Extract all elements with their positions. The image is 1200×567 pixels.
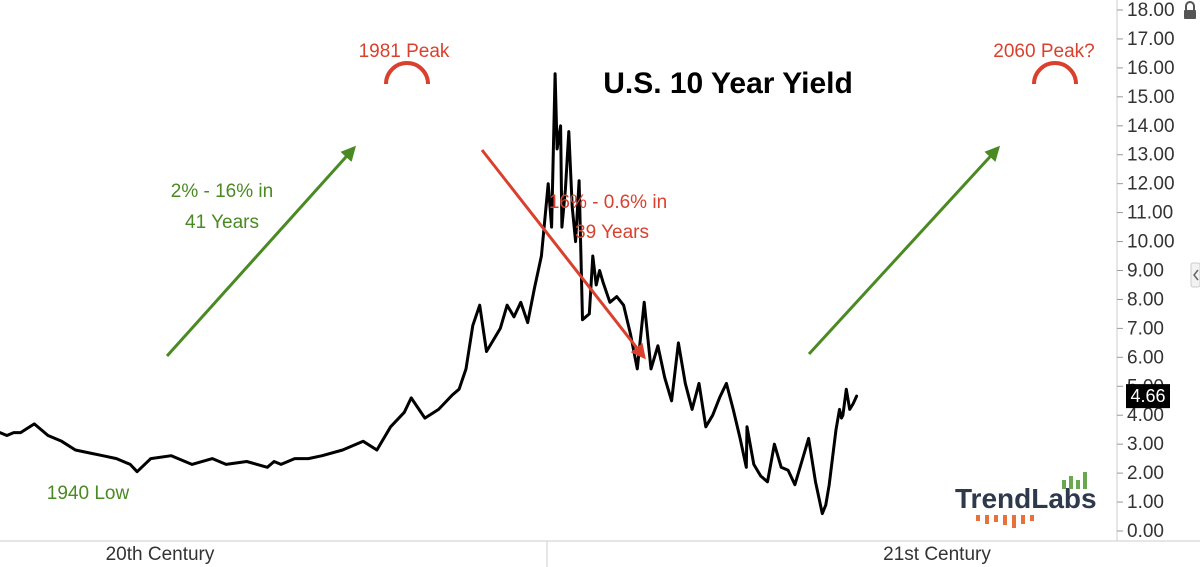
y-tick-label: 6.00 [1127, 347, 1164, 368]
annotation-fall-line2: 39 Years [575, 222, 649, 243]
annotation-1940-low: 1940 Low [47, 483, 130, 504]
y-tick-label: 14.00 [1127, 116, 1175, 137]
peak-arc-2060 [1032, 61, 1078, 85]
annotation-1981-peak: 1981 Peak [359, 41, 450, 62]
y-tick-label: 16.00 [1127, 58, 1175, 79]
svg-text:4.66: 4.66 [1130, 386, 1165, 406]
svg-text:TrendLabs: TrendLabs [955, 483, 1097, 514]
future-rise-arrow [807, 145, 1001, 356]
y-tick-label: 8.00 [1127, 289, 1164, 310]
annotation-2060-peak: 2060 Peak? [993, 41, 1094, 62]
y-tick-label: 3.00 [1127, 434, 1164, 455]
lock-icon[interactable] [1184, 1, 1196, 19]
y-tick-label: 0.00 [1127, 521, 1164, 542]
y-tick-label: 12.00 [1127, 174, 1175, 195]
peak-arc-1981 [384, 61, 430, 85]
fall-arrow [480, 149, 646, 360]
y-tick-label: 18.00 [1127, 0, 1175, 21]
annotation-rise-line2: 41 Years [185, 212, 259, 233]
y-tick-label: 15.00 [1127, 87, 1175, 108]
chevron-left-icon[interactable] [1190, 262, 1200, 288]
y-tick-label: 1.00 [1127, 492, 1164, 513]
rise-arrow [165, 145, 357, 358]
y-tick-label: 2.00 [1127, 463, 1164, 484]
y-tick-label: 9.00 [1127, 261, 1164, 282]
annotation-fall-line1: 16% - 0.6% in [549, 192, 667, 213]
y-axis-ticks: 0.001.002.003.004.005.006.007.008.009.00… [1117, 0, 1175, 542]
y-tick-label: 10.00 [1127, 232, 1175, 253]
y-tick-label: 13.00 [1127, 145, 1175, 166]
x-band-label-20th-century: 20th Century [106, 544, 215, 565]
y-tick-label: 17.00 [1127, 29, 1175, 50]
x-band-label-21st-century: 21st Century [883, 544, 991, 565]
y-tick-label: 11.00 [1127, 203, 1173, 224]
series-line-10y-yield [0, 72, 859, 516]
y-tick-label: 7.00 [1127, 318, 1164, 339]
last-value-label: 4.66 [1126, 384, 1170, 409]
chart-title: U.S. 10 Year Yield [603, 67, 853, 100]
trendlabs-logo: TrendLabs [955, 472, 1097, 528]
annotation-rise-line1: 2% - 16% in [171, 181, 273, 202]
y-tick-label: 4.00 [1127, 405, 1164, 426]
